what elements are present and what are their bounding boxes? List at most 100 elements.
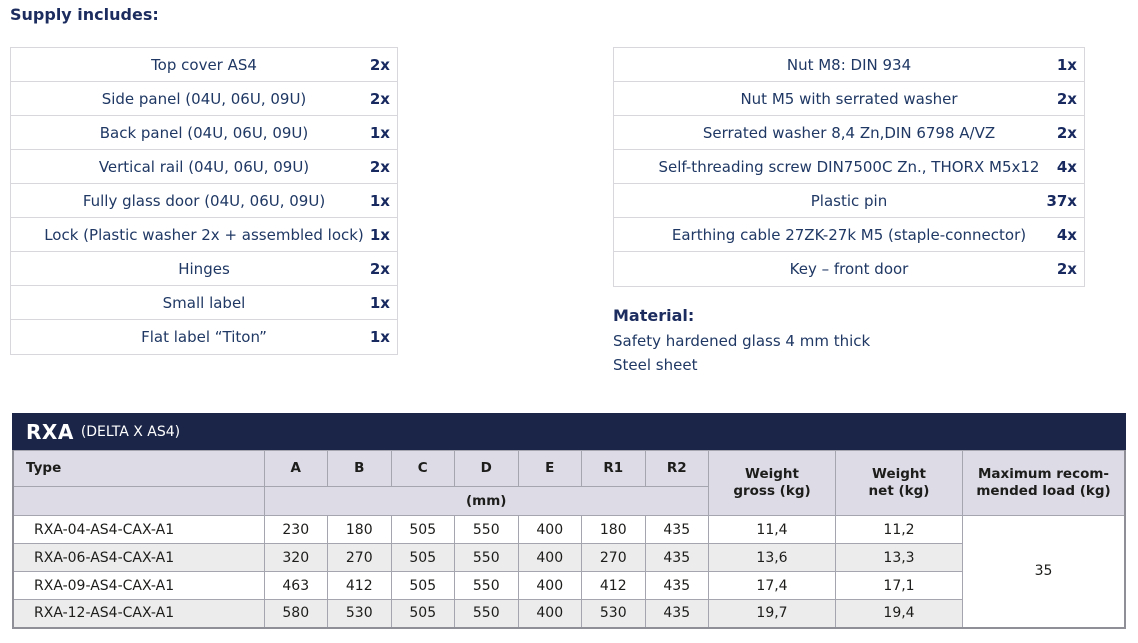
product-type-cell: RXA-12-AS4-CAX-A1: [12, 599, 265, 628]
product-value-cell: 550: [454, 599, 519, 628]
supply-row: Fully glass door (04U, 06U, 09U) 1x: [11, 184, 397, 218]
product-value-cell: 505: [390, 515, 455, 544]
supply-row: Earthing cable 27ZK-27k M5 (staple-conne…: [614, 218, 1084, 252]
column-header-b: B: [327, 450, 392, 487]
product-value-cell: 17,1: [835, 571, 963, 600]
product-table-band: RXA (DELTA X AS4): [12, 413, 1126, 450]
product-value-cell: 13,3: [835, 543, 963, 572]
column-header-c: C: [390, 450, 455, 487]
supply-row: Hinges 2x: [11, 252, 397, 286]
supply-row: Nut M5 with serrated washer 2x: [614, 82, 1084, 116]
supply-item-label: Earthing cable 27ZK-27k M5 (staple-conne…: [671, 225, 1027, 244]
product-value-cell: 180: [327, 515, 392, 544]
supply-item-qty: 2x: [1056, 260, 1077, 278]
supply-item-qty: 1x: [369, 293, 390, 312]
product-value-cell: 270: [327, 543, 392, 572]
product-value-cell: 19,4: [835, 599, 963, 628]
supply-item-qty: 2x: [369, 157, 390, 176]
product-value-cell: 17,4: [708, 571, 836, 600]
product-value-cell: 463: [263, 571, 328, 600]
supply-item-qty: 1x: [369, 225, 390, 244]
supply-item-label: Flat label “Titon”: [141, 328, 267, 346]
product-value-cell: 435: [644, 599, 709, 628]
material-line: Safety hardened glass 4 mm thick: [613, 332, 871, 350]
supply-item-qty: 1x: [1056, 55, 1077, 74]
supply-item-label: Serrated washer 8,4 Zn,DIN 6798 A/VZ: [702, 123, 996, 142]
supply-item-label: Back panel (04U, 06U, 09U): [99, 123, 309, 142]
product-value-cell: 505: [390, 543, 455, 572]
supply-row: Small label 1x: [11, 286, 397, 320]
supply-item-label: Vertical rail (04U, 06U, 09U): [98, 157, 310, 176]
supply-item-qty: 1x: [369, 123, 390, 142]
supply-item-qty: 2x: [369, 55, 390, 74]
product-type-cell: RXA-09-AS4-CAX-A1: [12, 571, 265, 600]
supply-row: Serrated washer 8,4 Zn,DIN 6798 A/VZ 2x: [614, 116, 1084, 150]
product-series-title: RXA: [26, 419, 74, 444]
product-value-cell: 11,2: [835, 515, 963, 544]
column-header-weight-gross: Weight gross (kg): [708, 450, 836, 516]
product-value-cell: 320: [263, 543, 328, 572]
max-load-value-cell: 35: [962, 515, 1126, 628]
product-value-cell: 580: [263, 599, 328, 628]
product-value-cell: 400: [517, 543, 582, 572]
supply-row: Nut M8: DIN 934 1x: [614, 48, 1084, 82]
supply-item-label: Top cover AS4: [151, 55, 257, 74]
product-row: RXA-12-AS4-CAX-A1 580 530 505 550 400 530 435 19…: [12, 599, 1125, 628]
product-value-cell: 550: [454, 543, 519, 572]
supply-row: Lock (Plastic washer 2x + assembled lock…: [11, 218, 397, 252]
spec-table: Type A B C D E R1 R2 Weight gross (kg) W…: [12, 450, 1126, 629]
unit-label-cell: (mm): [263, 486, 709, 516]
column-header-r2: R2: [644, 450, 709, 487]
product-value-cell: 400: [517, 571, 582, 600]
supply-item-label: Side panel (04U, 06U, 09U): [101, 89, 307, 108]
product-type-cell: RXA-04-AS4-CAX-A1: [12, 515, 265, 544]
supply-table-left: Top cover AS4 2x Side panel (04U, 06U, 0…: [10, 47, 398, 355]
supply-item-qty: 4x: [1056, 157, 1077, 176]
product-row: RXA-09-AS4-CAX-A1 463 412 505 550 400 412 435 17…: [12, 571, 1125, 600]
supply-item-qty: 2x: [369, 89, 390, 108]
supply-item-qty: 2x: [1056, 89, 1077, 108]
product-value-cell: 530: [581, 599, 646, 628]
page-title: Supply includes:: [10, 5, 159, 24]
supply-item-label: Key – front door: [789, 260, 909, 278]
supply-item-label: Nut M5 with serrated washer: [740, 89, 958, 108]
column-header-a: A: [263, 450, 328, 487]
product-value-cell: 180: [581, 515, 646, 544]
supply-table-right: Nut M8: DIN 934 1x Nut M5 with serrated …: [613, 47, 1085, 287]
product-spec-table: RXA (DELTA X AS4) Type A B C D E R1 R2 W…: [12, 413, 1126, 629]
supply-item-qty: 4x: [1056, 225, 1077, 244]
supply-row: Top cover AS4 2x: [11, 48, 397, 82]
product-value-cell: 435: [644, 543, 709, 572]
product-value-cell: 19,7: [708, 599, 836, 628]
product-value-cell: 13,6: [708, 543, 836, 572]
product-type-cell: RXA-06-AS4-CAX-A1: [12, 543, 265, 572]
material-line: Steel sheet: [613, 356, 698, 374]
supply-item-label: Self-threading screw DIN7500C Zn., THORX…: [658, 157, 1040, 176]
supply-item-qty: 2x: [369, 259, 390, 278]
supply-item-label: Nut M8: DIN 934: [786, 55, 912, 74]
product-value-cell: 550: [454, 571, 519, 600]
product-value-cell: 550: [454, 515, 519, 544]
empty-type-cell: [12, 486, 265, 516]
column-header-e: E: [517, 450, 582, 487]
column-header-d: D: [454, 450, 519, 487]
product-table-body: RXA-04-AS4-CAX-A1 230 180 505 550 400 180 435 11…: [12, 515, 1126, 628]
product-value-cell: 400: [517, 515, 582, 544]
product-value-cell: 505: [390, 599, 455, 628]
column-header-weight-net: Weight net (kg): [835, 450, 963, 516]
product-value-cell: 412: [327, 571, 392, 600]
product-series-subtitle: (DELTA X AS4): [80, 423, 181, 440]
column-header-max-load: Maximum recom- mended load (kg): [962, 450, 1126, 516]
product-value-cell: 11,4: [708, 515, 836, 544]
product-value-cell: 412: [581, 571, 646, 600]
supply-item-label: Hinges: [178, 259, 230, 278]
supply-row: Back panel (04U, 06U, 09U) 1x: [11, 116, 397, 150]
supply-row: Self-threading screw DIN7500C Zn., THORX…: [614, 150, 1084, 184]
product-value-cell: 400: [517, 599, 582, 628]
supply-item-qty: 2x: [1056, 123, 1077, 142]
product-value-cell: 530: [327, 599, 392, 628]
supply-item-qty: 1x: [369, 191, 390, 210]
supply-item-qty: 1x: [369, 328, 390, 346]
supply-row: Key – front door 2x: [614, 252, 1084, 286]
material-section: Material: Safety hardened glass 4 mm thi…: [613, 306, 870, 377]
